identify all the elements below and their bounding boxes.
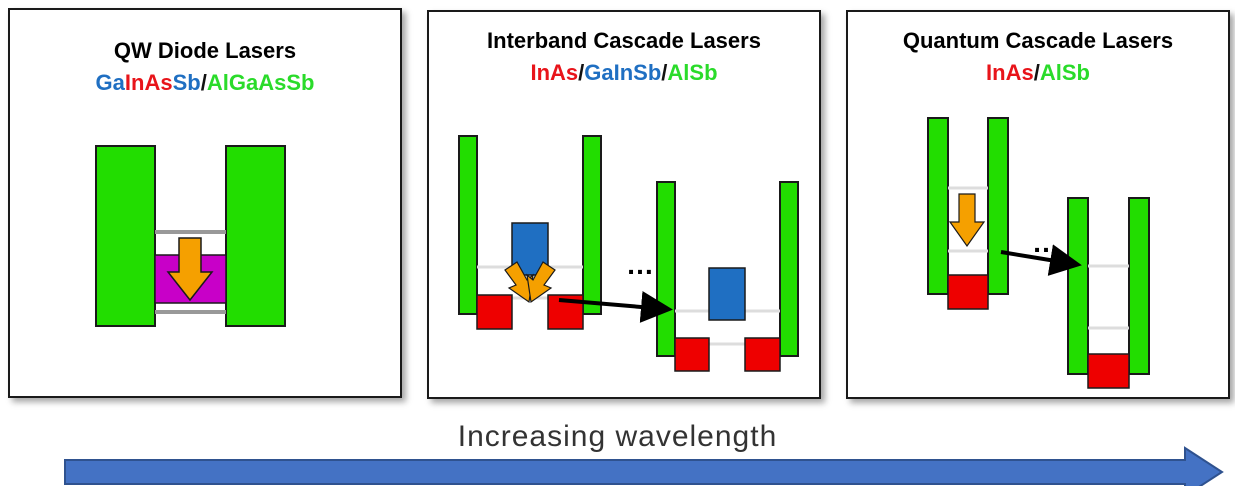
material-segment: AlGaAsSb (206, 70, 315, 95)
panel-quantum-cascade-lasers: Quantum Cascade Lasers InAs/AlSb … (846, 10, 1230, 399)
transfer-arrow (558, 291, 673, 323)
barrier (1067, 197, 1089, 375)
material-segment: Ga (95, 70, 125, 95)
barrier (779, 181, 799, 357)
material-segment: AlSb (1039, 60, 1090, 85)
barrier (1128, 197, 1150, 375)
material-separator: / (661, 60, 668, 85)
band-diagram-qw (95, 145, 286, 327)
panel-qw-diode-lasers: QW Diode Lasers GaInAsSb/AlGaAsSb (8, 8, 402, 398)
material-segment: InAs (124, 70, 173, 95)
band-diagram-icl: … (458, 135, 799, 372)
transfer-arrow (1000, 244, 1082, 276)
barrier-right (225, 145, 286, 327)
barrier (656, 181, 676, 357)
material-segment: GaInSb (584, 60, 662, 85)
transition-arrow (166, 237, 214, 302)
barrier (987, 117, 1009, 295)
ellipsis: … (626, 249, 654, 280)
electron-well (476, 294, 513, 330)
electron-well (674, 337, 710, 372)
material-system: GaInAsSb/AlGaAsSb (10, 70, 400, 96)
electron-well (947, 274, 989, 310)
transition-arrow (948, 193, 986, 248)
material-separator: / (1033, 60, 1040, 85)
transition-arrow (526, 261, 556, 304)
band-diagram-qcl: … (927, 117, 1150, 389)
wavelength-arrow-label: Increasing wavelength (457, 420, 778, 453)
ellipsis: … (1032, 227, 1060, 258)
material-segment: InAs (530, 60, 579, 85)
material-system: InAs/AlSb (848, 60, 1228, 86)
barrier (927, 117, 949, 295)
panel-interband-cascade-lasers: Interband Cascade Lasers InAs/GaInSb/AlS… (427, 10, 821, 399)
material-system: InAs/GaInSb/AlSb (429, 60, 819, 86)
barrier (458, 135, 478, 315)
hole-well (708, 267, 746, 321)
electron-well (744, 337, 781, 372)
material-segment: Sb (172, 70, 201, 95)
material-segment: AlSb (667, 60, 718, 85)
material-separator: / (200, 70, 207, 95)
barrier-left (95, 145, 156, 327)
electron-well (1087, 353, 1130, 389)
panel-title: Interband Cascade Lasers (487, 28, 761, 53)
panel-title: Quantum Cascade Lasers (902, 28, 1174, 53)
panel-title: QW Diode Lasers (113, 38, 297, 63)
material-separator: / (578, 60, 585, 85)
barrier (582, 135, 602, 315)
material-segment: InAs (986, 60, 1034, 85)
